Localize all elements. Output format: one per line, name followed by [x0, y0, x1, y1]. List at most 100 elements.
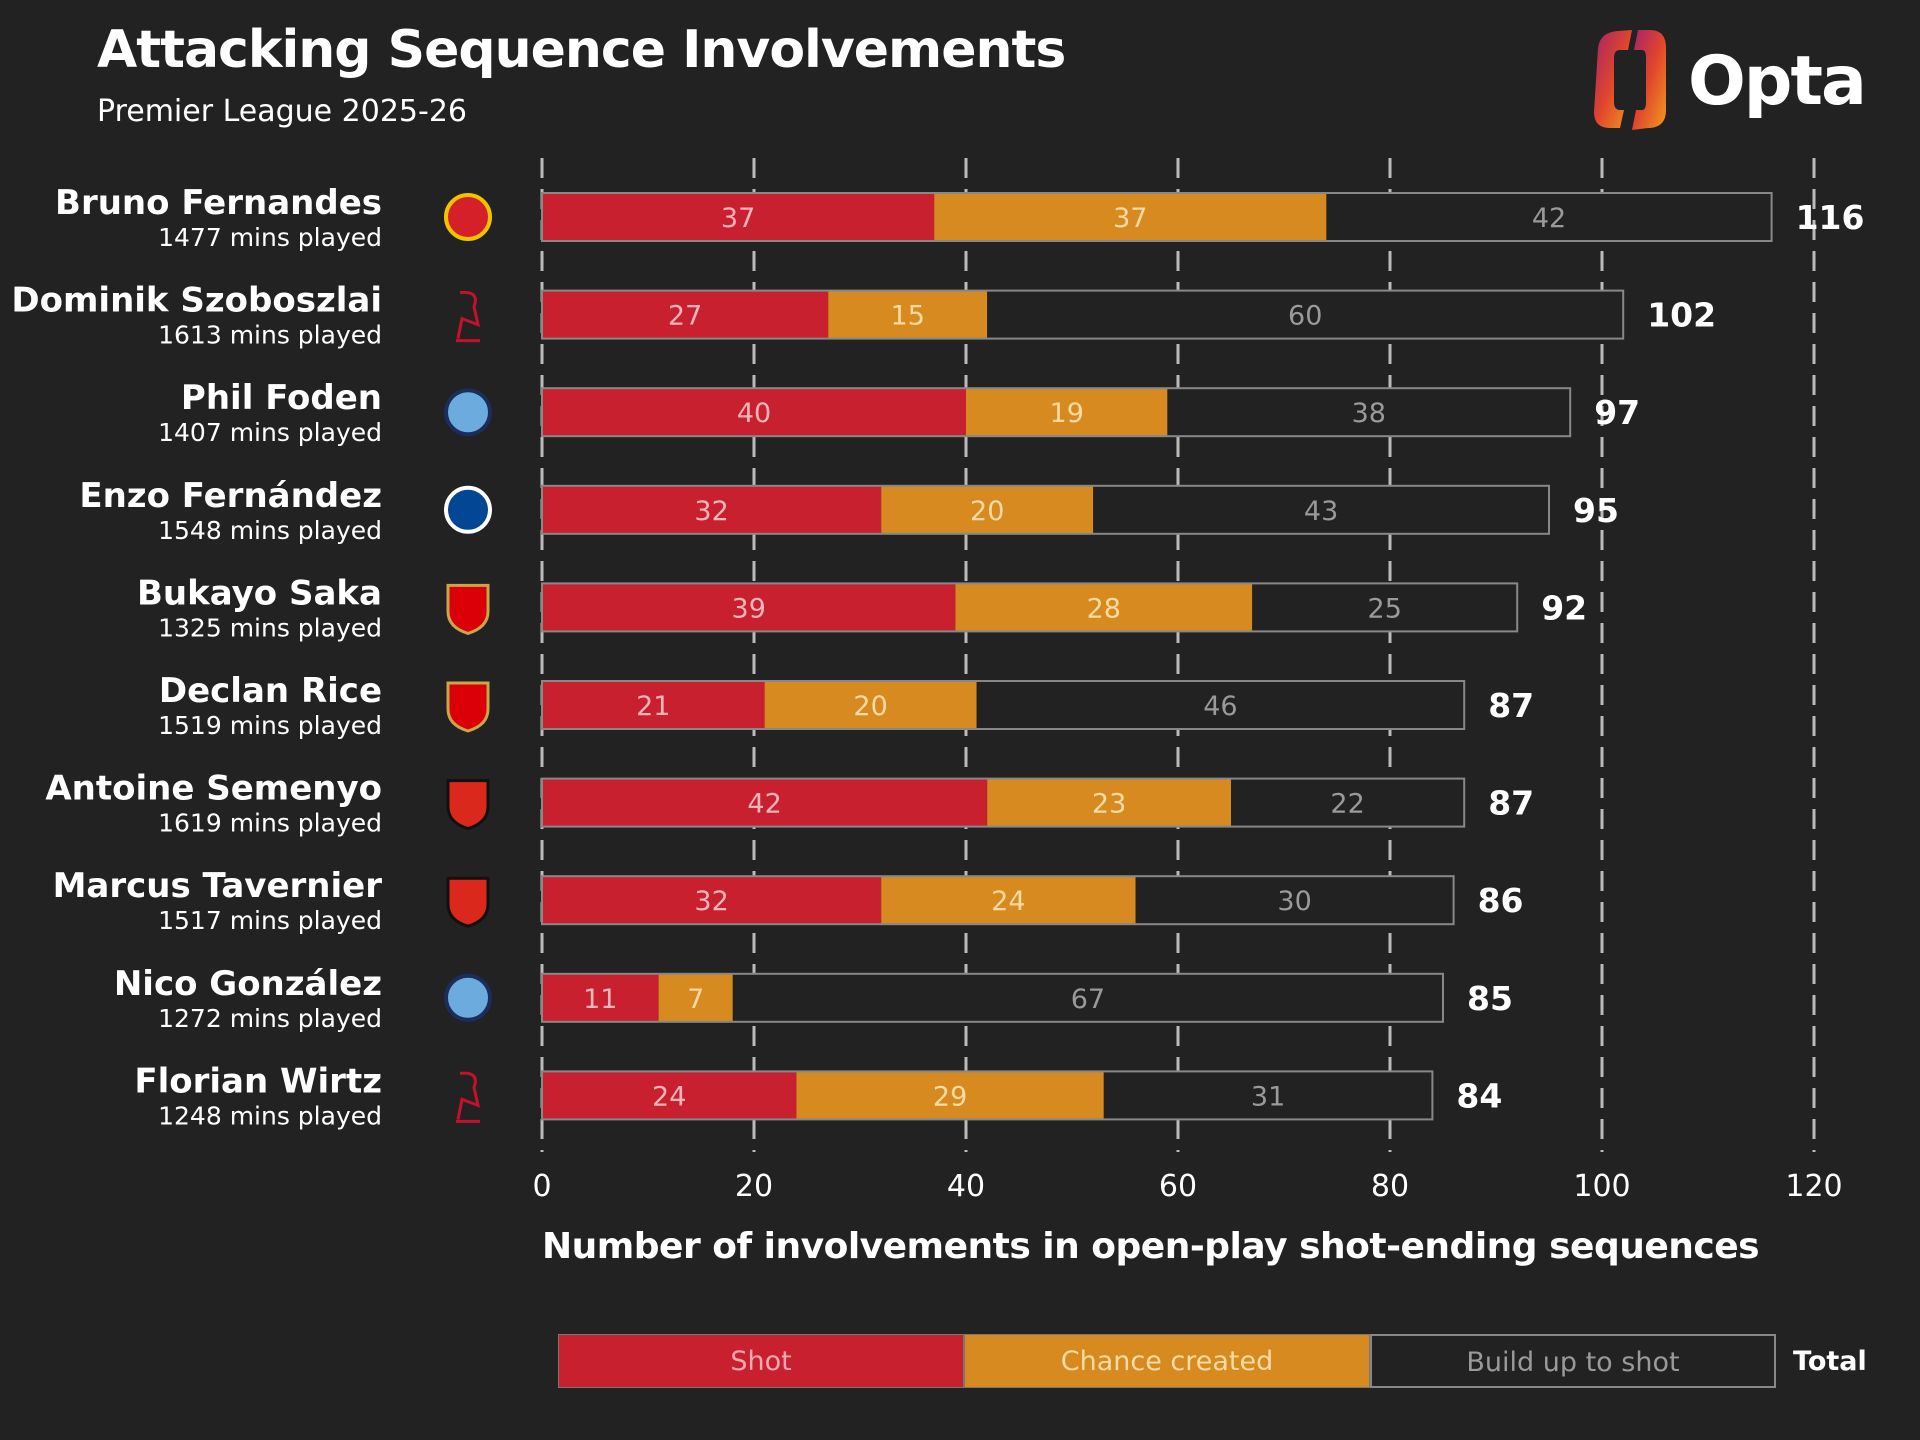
- arsenal-crest-icon: [446, 681, 490, 733]
- minutes-played: 1248 mins played: [158, 1101, 382, 1130]
- bar-chance-created: [881, 485, 1094, 534]
- bar-shot: [542, 778, 988, 827]
- bar-shot-label: 37: [721, 203, 755, 234]
- minutes-played: 1548 mins played: [158, 516, 382, 545]
- bar-shot-label: 24: [652, 1081, 686, 1112]
- minutes-played: 1517 mins played: [158, 906, 382, 935]
- liverpool-crest-icon: [456, 1071, 481, 1123]
- total-label: 92: [1541, 588, 1587, 627]
- bar-chance-created-label: 20: [853, 691, 887, 722]
- x-tick-label: 40: [947, 1169, 985, 1204]
- bar-chance-created: [828, 290, 988, 339]
- bar-shot: [542, 681, 765, 729]
- bar-chance-created-label: 24: [991, 886, 1025, 917]
- total-label: 97: [1594, 393, 1640, 432]
- legend-total: Total: [1793, 1346, 1867, 1377]
- page-subtitle: Premier League 2025-26: [97, 94, 468, 129]
- bar-outline: [541, 582, 1519, 633]
- man-city-crest-icon: [444, 973, 492, 1022]
- total-label: 86: [1478, 881, 1524, 920]
- opta-logo: Opta: [1580, 28, 1880, 132]
- bar-build-up-label: 43: [1304, 496, 1338, 527]
- bar-build-up: [987, 290, 1624, 339]
- bar-shot: [542, 1071, 797, 1120]
- arsenal-crest-icon: [446, 583, 490, 635]
- bar-chance-created: [987, 778, 1231, 827]
- player-name: Florian Wirtz: [134, 1061, 382, 1101]
- bar-build-up: [1135, 876, 1454, 925]
- player-name: Enzo Fernández: [79, 476, 382, 516]
- legend-build-up: Build up to shot: [1370, 1334, 1776, 1388]
- bar-shot-label: 27: [668, 301, 702, 332]
- bar-shot: [542, 388, 966, 437]
- bar-build-up-label: 38: [1352, 398, 1386, 429]
- bar-build-up: [1093, 485, 1549, 534]
- bar-shot: [542, 583, 956, 632]
- player-name: Dominik Szoboszlai: [11, 281, 382, 321]
- bar-shot: [542, 876, 882, 925]
- bar-shot-label: 32: [694, 496, 728, 527]
- bar-chance-created-label: 37: [1113, 203, 1147, 234]
- total-label: 87: [1488, 686, 1534, 725]
- x-tick-label: 80: [1371, 1169, 1409, 1204]
- bar-outline: [541, 289, 1625, 340]
- bar-build-up: [976, 681, 1465, 729]
- opta-logo-icon: [1594, 30, 1666, 130]
- player-name: Bukayo Saka: [137, 573, 382, 613]
- total-label: 102: [1647, 296, 1716, 335]
- bar-build-up: [1326, 193, 1772, 241]
- bar-chance-created: [658, 973, 733, 1022]
- bar-build-up: [1252, 583, 1518, 632]
- bar-build-up: [1167, 388, 1571, 437]
- x-tick-label: 20: [735, 1169, 773, 1204]
- bournemouth-crest-icon: [446, 779, 490, 831]
- bar-chance-created: [934, 193, 1327, 241]
- bar-chance-created: [764, 681, 977, 729]
- bar-build-up-label: 31: [1251, 1081, 1285, 1112]
- chelsea-crest-icon: [444, 485, 492, 534]
- bar-chance-created-label: 15: [891, 301, 925, 332]
- bar-chance-created: [966, 388, 1168, 437]
- man-utd-crest-icon: [444, 193, 492, 241]
- legend-chance-created: Chance created: [964, 1334, 1370, 1388]
- player-name: Nico González: [114, 964, 382, 1004]
- player-name: Bruno Fernandes: [55, 183, 382, 223]
- bar-chance-created-label: 29: [933, 1081, 967, 1112]
- bar-chance-created: [955, 583, 1253, 632]
- bar-build-up-label: 46: [1203, 691, 1237, 722]
- bar-outline: [541, 680, 1466, 730]
- x-tick-label: 60: [1159, 1169, 1197, 1204]
- bar-chance-created-label: 19: [1050, 398, 1084, 429]
- bar-chance-created: [881, 876, 1136, 925]
- bar-build-up-label: 25: [1368, 593, 1402, 624]
- minutes-played: 1619 mins played: [158, 809, 382, 838]
- player-name: Antoine Semenyo: [45, 769, 382, 809]
- bar-shot-label: 32: [694, 886, 728, 917]
- bar-outline: [541, 192, 1773, 242]
- total-label: 85: [1467, 979, 1513, 1018]
- bar-shot-label: 40: [737, 398, 771, 429]
- bar-build-up-label: 67: [1071, 984, 1105, 1015]
- bar-shot-label: 21: [636, 691, 670, 722]
- bar-chance-created: [796, 1071, 1104, 1120]
- player-name: Declan Rice: [159, 671, 382, 711]
- minutes-played: 1613 mins played: [158, 321, 382, 350]
- bar-outline: [541, 1070, 1434, 1121]
- bar-outline: [541, 777, 1466, 828]
- page-title: Attacking Sequence Involvements: [97, 20, 1066, 80]
- bar-shot-label: 39: [732, 593, 766, 624]
- bar-build-up: [732, 973, 1443, 1022]
- bar-shot: [542, 290, 829, 339]
- bar-chance-created-label: 28: [1087, 593, 1121, 624]
- total-label: 87: [1488, 784, 1534, 823]
- total-label: 95: [1573, 491, 1619, 530]
- bar-shot-label: 42: [747, 789, 781, 820]
- bar-shot: [542, 485, 882, 534]
- x-tick-label: 100: [1573, 1169, 1630, 1204]
- legend: Shot Chance created Build up to shot: [558, 1334, 1776, 1390]
- opta-wordmark: Opta: [1688, 42, 1867, 121]
- minutes-played: 1272 mins played: [158, 1004, 382, 1033]
- bar-build-up: [1103, 1071, 1433, 1120]
- bar-shot: [542, 193, 935, 241]
